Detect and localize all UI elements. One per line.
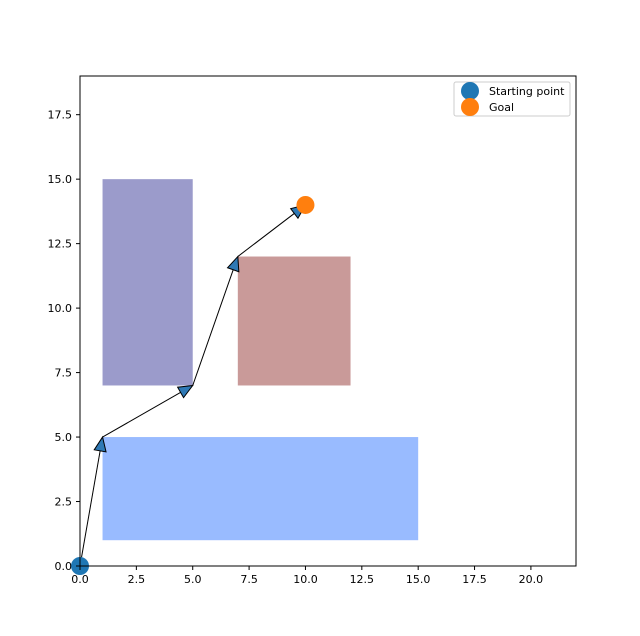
obstacle-1 [102, 437, 419, 541]
plot-area [71, 75, 577, 575]
goal-marker [296, 195, 315, 214]
x-tick-label: 10.0 [293, 573, 318, 586]
y-tick-label: 5.0 [55, 431, 73, 444]
path-arrowhead-2 [176, 384, 194, 399]
legend-marker-goal [461, 98, 479, 116]
obstacle-2 [102, 179, 193, 386]
path-segment-1 [79, 436, 104, 567]
path-arrowhead-1 [93, 435, 107, 453]
y-tick-label: 12.5 [48, 238, 73, 251]
x-tick-label: 15.0 [406, 573, 431, 586]
point-layer [71, 195, 315, 575]
axis-layer: 0.0 2.5 5.0 7.5 10.0 12.5 15.0 17.5 20.0 0.0 2.5 5.… [48, 109, 544, 586]
y-tick-label: 7.5 [55, 367, 73, 380]
x-tick-label: 20.0 [519, 573, 544, 586]
y-tick-label: 0.0 [55, 560, 73, 573]
x-tick-label: 0.0 [71, 573, 89, 586]
axes-frame [79, 75, 577, 567]
obstacle-layer [102, 179, 419, 541]
legend: Starting point Goal [453, 81, 571, 117]
x-tick-label: 5.0 [184, 573, 202, 586]
legend-label-starting-point: Starting point [489, 85, 565, 98]
y-tick-label: 10.0 [48, 302, 73, 315]
path-segment-3 [192, 256, 239, 386]
x-tick-label: 7.5 [240, 573, 258, 586]
x-tick-label: 12.5 [350, 573, 375, 586]
y-tick-label: 17.5 [48, 109, 73, 122]
legend-box [453, 81, 571, 117]
x-tick-label: 17.5 [462, 573, 487, 586]
legend-label-goal: Goal [489, 101, 514, 114]
x-tick-label: 2.5 [128, 573, 146, 586]
path-layer [79, 204, 307, 567]
y-tick-label: 2.5 [55, 496, 73, 509]
y-tick-label: 15.0 [48, 173, 73, 186]
path-segment-2 [102, 385, 193, 438]
obstacle-3 [237, 256, 351, 386]
path-arrowhead-3 [226, 255, 240, 273]
legend-marker-starting-point [461, 82, 479, 100]
